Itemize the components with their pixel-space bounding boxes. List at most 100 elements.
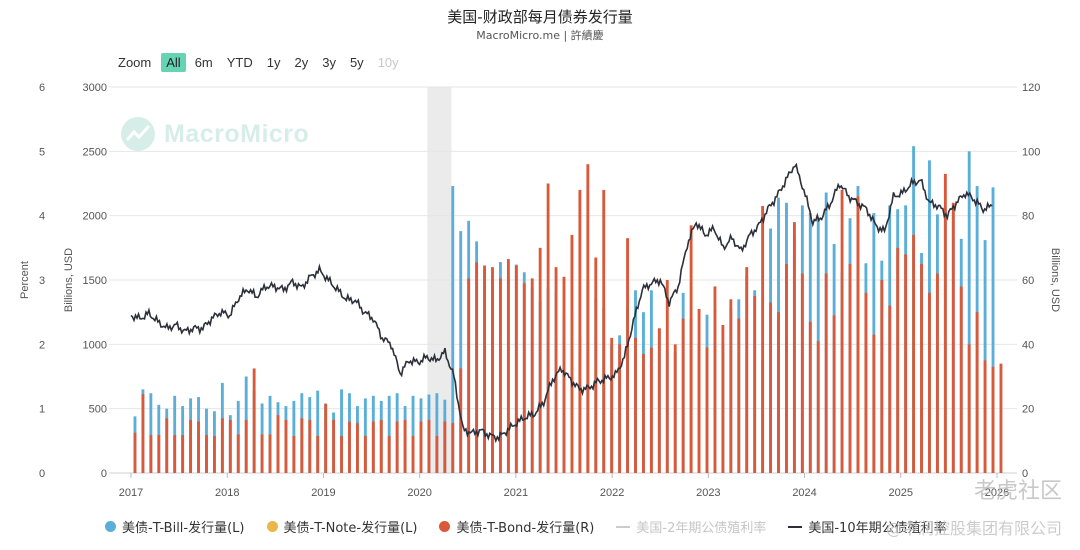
tbond-bar — [141, 394, 145, 473]
tbond-bar — [689, 225, 693, 473]
zoom-ytd-button[interactable]: YTD — [226, 55, 253, 70]
tbond-bar — [983, 360, 987, 473]
x-tick-label: 2019 — [311, 487, 335, 499]
legend-yield10y-label: 美国-10年期公债殖利率 — [808, 521, 947, 536]
y-tick-left-billions: 1500 — [83, 275, 107, 287]
tbond-bar — [578, 189, 582, 473]
tbond-bar — [657, 328, 661, 473]
tbond-bar — [506, 259, 510, 473]
tbond-bar — [769, 302, 772, 473]
tbond-bar — [824, 273, 828, 473]
tbond-bar — [975, 312, 979, 473]
y-tick-left-billions: 0 — [101, 468, 107, 480]
tbond-bar — [419, 421, 423, 473]
y-tick-right-billions: 40 — [1022, 339, 1034, 351]
tbond-bar — [491, 267, 494, 473]
tbond-bar — [538, 247, 542, 473]
tbond-bar — [912, 234, 916, 473]
y-tick-left-billions: 500 — [89, 404, 107, 416]
tbond-bar — [745, 267, 749, 473]
tbond-bar — [610, 337, 614, 473]
tbond-bar — [292, 436, 296, 473]
y-tick-right-billions: 0 — [1022, 468, 1028, 480]
tbond-bar — [379, 419, 383, 473]
zoom-1y-button[interactable]: 1y — [266, 55, 281, 70]
zoom-10y-button[interactable]: 10y — [377, 55, 399, 70]
legend-tnote-label: 美债-T-Note-发行量(L) — [283, 521, 418, 536]
tbond-bar — [951, 202, 955, 474]
x-tick-label: 2021 — [504, 487, 528, 499]
legend-yield2y[interactable]: 美国-2年期公债殖利率 — [616, 517, 766, 536]
tbond-bar — [705, 347, 709, 473]
axes: 0123456050010001500200025003000020406080… — [39, 82, 1040, 499]
tbond-bar — [268, 434, 272, 473]
tbill-bar — [451, 186, 455, 473]
zoom-5y-button[interactable]: 5y — [349, 55, 364, 70]
x-tick-label: 2018 — [215, 487, 239, 499]
y-tick-right-billions: 100 — [1022, 146, 1040, 158]
legend-yield2y-dash — [616, 525, 631, 528]
tbond-bar — [403, 419, 407, 473]
legend-tbond[interactable]: 美债-T-Bond-发行量(R) — [439, 517, 594, 536]
tbond-bar — [618, 344, 622, 473]
y-tick-left-billions: 1000 — [83, 339, 107, 351]
tbond-bar — [848, 263, 852, 473]
x-tick-label: 2023 — [696, 487, 720, 499]
tbond-bar — [832, 315, 836, 473]
legend-tbill[interactable]: 美债-T-Bill-发行量(L) — [105, 517, 245, 536]
tbond-bar — [935, 273, 939, 473]
zoom-selector: Zoom All 6m YTD 1y 2y 3y 5y 10y — [118, 53, 404, 72]
tbond-bar — [792, 222, 796, 473]
tbond-bar — [808, 321, 812, 473]
tbond-bar — [220, 418, 224, 473]
tbond-bar — [363, 436, 367, 473]
tbill-bar — [387, 395, 391, 473]
tbond-bar — [729, 299, 733, 473]
y-tick-right-billions: 60 — [1022, 275, 1034, 287]
tbond-bar — [387, 436, 391, 473]
tbill-bar — [316, 390, 320, 473]
tbond-bar — [761, 206, 765, 473]
zoom-3y-button[interactable]: 3y — [322, 55, 336, 70]
tbond-bar — [181, 435, 185, 473]
y-tick-percent: 5 — [39, 146, 45, 158]
tbond-bar — [920, 263, 923, 473]
y-axis-title-right-billions: Billions, USD — [1049, 248, 1061, 312]
zoom-all-button[interactable]: All — [161, 53, 186, 72]
tbill-bar — [173, 395, 177, 473]
tbill-bar — [967, 151, 971, 474]
tbond-bar — [443, 421, 447, 473]
x-tick-label: 2026 — [985, 487, 1009, 499]
tbond-bar — [713, 286, 717, 473]
tbond-bar — [284, 419, 288, 473]
tbond-bar — [244, 419, 248, 473]
chart-subtitle: MacroMicro.me | 許績慶 — [476, 29, 604, 42]
tbond-bar — [777, 312, 780, 473]
tbond-bar — [602, 189, 606, 473]
tbond-bar — [737, 318, 741, 473]
tbond-bar — [133, 432, 137, 473]
tbond-bar — [371, 421, 375, 473]
tbond-bar — [173, 435, 177, 473]
tbond-bar — [872, 334, 876, 473]
legend-tbond-label: 美债-T-Bond-发行量(R) — [456, 521, 595, 536]
tbill-bar — [340, 389, 343, 473]
zoom-6m-button[interactable]: 6m — [194, 55, 213, 70]
tbill-bar — [435, 393, 439, 473]
tbond-bar — [165, 418, 169, 473]
tbond-bar — [197, 421, 200, 473]
y-tick-percent: 2 — [39, 339, 45, 351]
tbond-bar — [864, 292, 868, 473]
legend-yield10y[interactable]: 美国-10年期公债殖利率 — [788, 517, 947, 536]
tbond-bar — [896, 247, 900, 473]
tbond-bar — [681, 318, 685, 473]
tbond-bars — [133, 164, 1003, 474]
tbond-bar — [205, 435, 208, 473]
tbond-bar — [800, 273, 804, 473]
y-axis-title-percent: Percent — [19, 261, 31, 299]
legend-tbill-label: 美债-T-Bill-发行量(L) — [122, 521, 245, 536]
legend-tnote[interactable]: 美债-T-Note-发行量(L) — [266, 517, 418, 536]
legend-yield2y-label: 美国-2年期公债殖利率 — [636, 521, 767, 536]
zoom-2y-button[interactable]: 2y — [294, 55, 309, 70]
